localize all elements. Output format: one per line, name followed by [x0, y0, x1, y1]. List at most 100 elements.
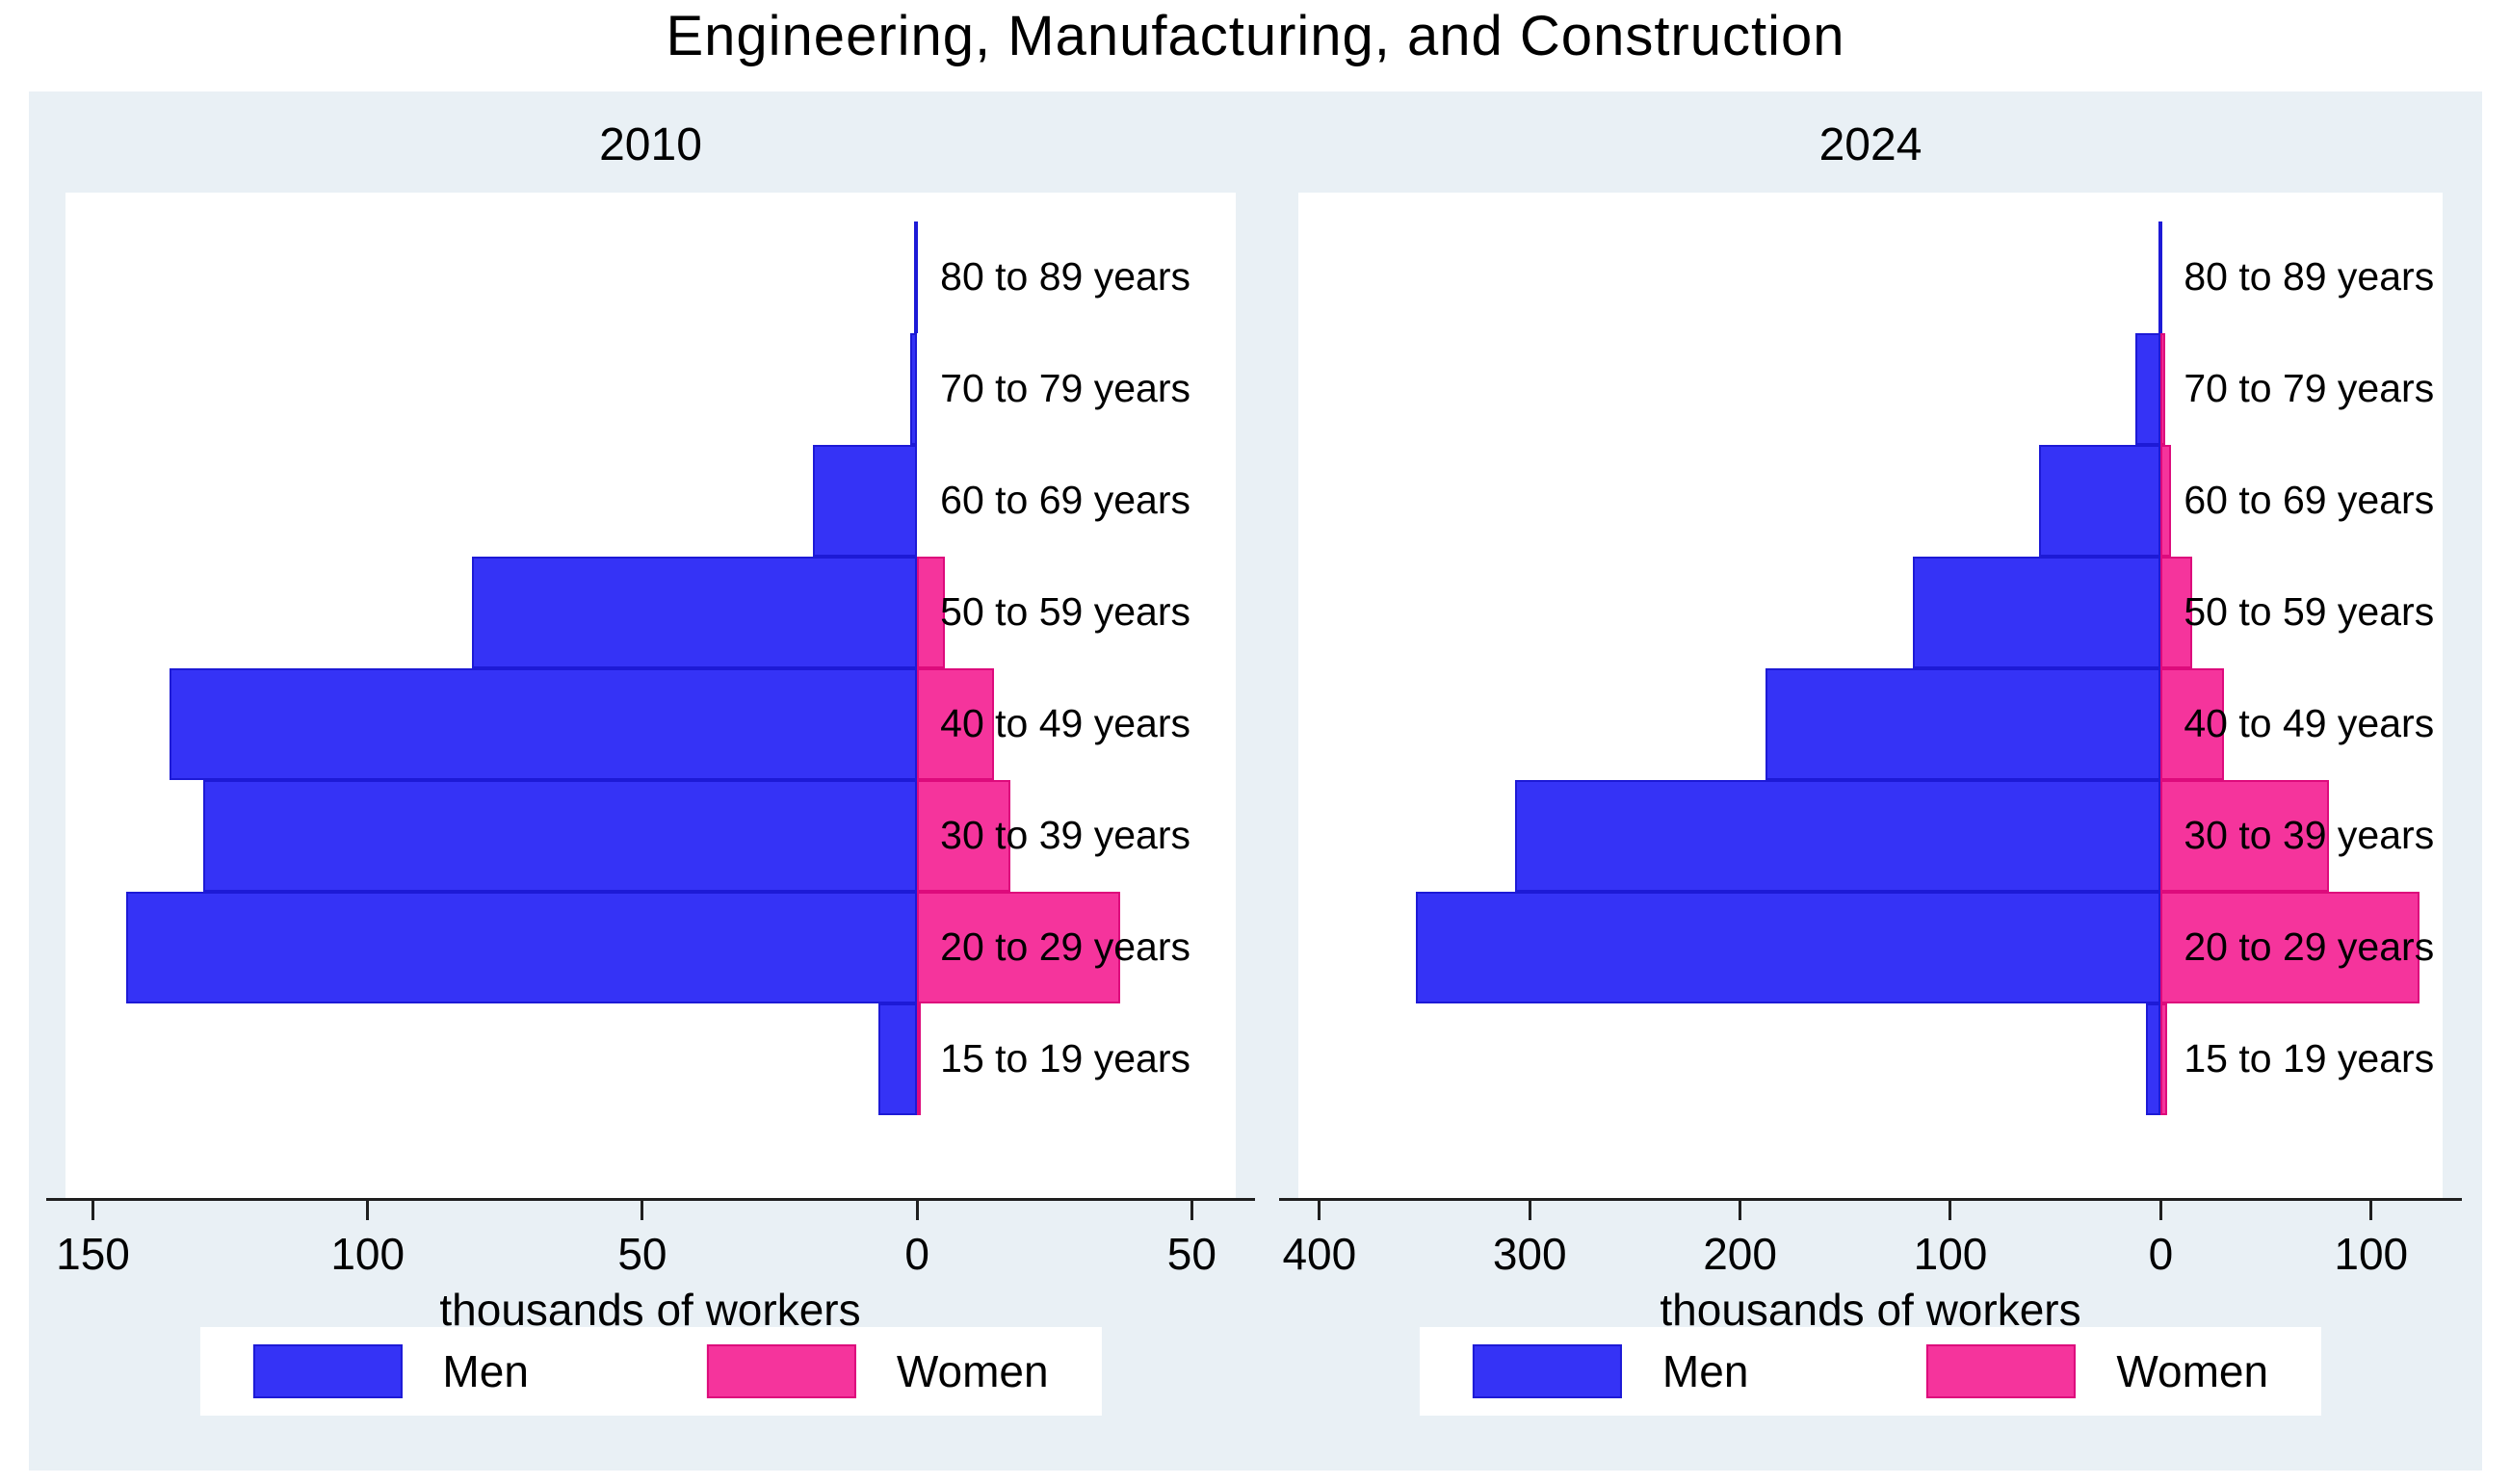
bar-men: [1416, 892, 2161, 1003]
bar-men: [170, 668, 918, 780]
pyramid-row: 20 to 29 years: [65, 892, 1236, 1003]
bar-women: [917, 892, 1121, 1003]
legend-women-label: Women: [2116, 1346, 2269, 1396]
x-axis-tick-label: 100: [1913, 1229, 1988, 1279]
bar-women: [2160, 1003, 2167, 1115]
age-group-label: 70 to 79 years: [2184, 366, 2435, 410]
x-axis-tick: [1528, 1201, 1531, 1220]
x-axis-title-2010: thousands of workers: [439, 1285, 861, 1335]
legend-men-label: Men: [442, 1346, 529, 1396]
legend-men-label: Men: [1661, 1346, 1749, 1396]
bar-men: [125, 892, 918, 1003]
bar-men: [2158, 221, 2162, 333]
x-axis-tick: [1739, 1201, 1742, 1220]
pyramid-row: 80 to 89 years: [1298, 221, 2443, 333]
x-axis-tick-label: 50: [617, 1229, 667, 1279]
pyramid-row: 30 to 39 years: [1298, 780, 2443, 892]
x-axis-tick: [366, 1201, 370, 1220]
pyramid-row: 60 to 69 years: [65, 445, 1236, 557]
x-axis-tick: [1318, 1201, 1321, 1220]
x-axis-tick-label: 150: [56, 1229, 130, 1279]
bar-women: [2160, 668, 2224, 780]
x-axis-line-2024: [1279, 1198, 2462, 1201]
x-axis-tick-label: 300: [1492, 1229, 1567, 1279]
legend-men-swatch: [1472, 1344, 1622, 1398]
x-axis-line-2010: [46, 1198, 1255, 1201]
legend-women-swatch: [706, 1344, 856, 1398]
x-axis-tick: [2158, 1201, 2162, 1220]
legend-women-swatch: [1926, 1344, 2077, 1398]
figure-canvas: 2010 80 to 89 years 70 to 79 years 60 to 6…: [29, 91, 2482, 1471]
pyramid-row: 20 to 29 years: [1298, 892, 2443, 1003]
age-group-label: 15 to 19 years: [2184, 1036, 2435, 1080]
figure-title: Engineering, Manufacturing, and Construc…: [666, 5, 1845, 67]
chart-2010: 2010 80 to 89 years 70 to 79 years 60 to 6…: [46, 91, 1255, 1471]
bar-men: [812, 445, 918, 557]
bar-men: [914, 221, 919, 333]
pyramid-row: 15 to 19 years: [1298, 1003, 2443, 1115]
x-axis-tick: [915, 1201, 919, 1220]
x-axis-tick-label: 0: [2148, 1229, 2174, 1279]
age-group-label: 20 to 29 years: [940, 924, 1190, 969]
bar-women: [2160, 780, 2330, 892]
bar-men: [202, 780, 918, 892]
age-group-label: 40 to 49 years: [2184, 701, 2435, 745]
legend-women-label: Women: [896, 1346, 1049, 1396]
legend-men-swatch: [252, 1344, 403, 1398]
x-axis-title-2024: thousands of workers: [1660, 1285, 2081, 1335]
subplot-title-2010: 2010: [599, 119, 702, 170]
age-group-label: 80 to 89 years: [2184, 254, 2435, 299]
bar-men: [910, 333, 918, 445]
age-group-label: 50 to 59 years: [940, 589, 1190, 634]
bar-men: [1514, 780, 2161, 892]
age-group-label: 60 to 69 years: [2184, 478, 2435, 522]
bar-women: [917, 1003, 922, 1115]
bar-women: [917, 557, 945, 668]
pyramid-row: 50 to 59 years: [65, 557, 1236, 668]
x-axis-tick-label: 100: [330, 1229, 405, 1279]
age-group-label: 50 to 59 years: [2184, 589, 2435, 634]
bar-women: [917, 668, 994, 780]
pyramid-row: 70 to 79 years: [1298, 333, 2443, 445]
chart-2024: 2024 80 to 89 years 70 to 79 years 60 to 6…: [1279, 91, 2462, 1471]
x-axis-tick: [641, 1201, 644, 1220]
bar-men: [472, 557, 918, 668]
pyramid-row: 40 to 49 years: [65, 668, 1236, 780]
bar-men: [878, 1003, 918, 1115]
x-axis-tick-label: 50: [1166, 1229, 1216, 1279]
age-group-label: 60 to 69 years: [940, 478, 1190, 522]
age-group-label: 20 to 29 years: [2184, 924, 2435, 969]
pyramid-row: 15 to 19 years: [65, 1003, 1236, 1115]
subplot-title-2024: 2024: [1818, 119, 1922, 170]
pyramid-row: 50 to 59 years: [1298, 557, 2443, 668]
bar-men: [1912, 557, 2161, 668]
bar-women: [2160, 445, 2172, 557]
x-axis-tick-label: 200: [1703, 1229, 1777, 1279]
bar-women: [2160, 557, 2193, 668]
legend-2024: Men Women: [1419, 1327, 2322, 1416]
x-axis-tick-label: 400: [1282, 1229, 1357, 1279]
pyramid-row: 30 to 39 years: [65, 780, 1236, 892]
pyramid-row: 80 to 89 years: [65, 221, 1236, 333]
legend-2010: Men Women: [199, 1327, 1102, 1416]
plot-area-2010: 80 to 89 years 70 to 79 years 60 to 69 yea…: [65, 193, 1236, 1198]
x-axis-tick: [1190, 1201, 1193, 1220]
x-axis-tick: [1949, 1201, 1952, 1220]
x-axis-tick: [2369, 1201, 2373, 1220]
x-axis-tick-label: 100: [2334, 1229, 2409, 1279]
pyramid-row: 60 to 69 years: [1298, 445, 2443, 557]
age-group-label: 80 to 89 years: [940, 254, 1190, 299]
pyramid-row: 40 to 49 years: [1298, 668, 2443, 780]
age-group-label: 40 to 49 years: [940, 701, 1190, 745]
age-group-label: 30 to 39 years: [2184, 813, 2435, 857]
bar-men: [2146, 1003, 2161, 1115]
pyramid-row: 70 to 79 years: [65, 333, 1236, 445]
x-axis-tick: [92, 1201, 95, 1220]
plot-area-2024: 80 to 89 years 70 to 79 years 60 to 69 yea…: [1298, 193, 2443, 1198]
bar-women: [2160, 333, 2165, 445]
bar-men: [1765, 668, 2161, 780]
age-group-label: 70 to 79 years: [940, 366, 1190, 410]
bar-men: [2135, 333, 2161, 445]
bar-women: [917, 780, 1011, 892]
